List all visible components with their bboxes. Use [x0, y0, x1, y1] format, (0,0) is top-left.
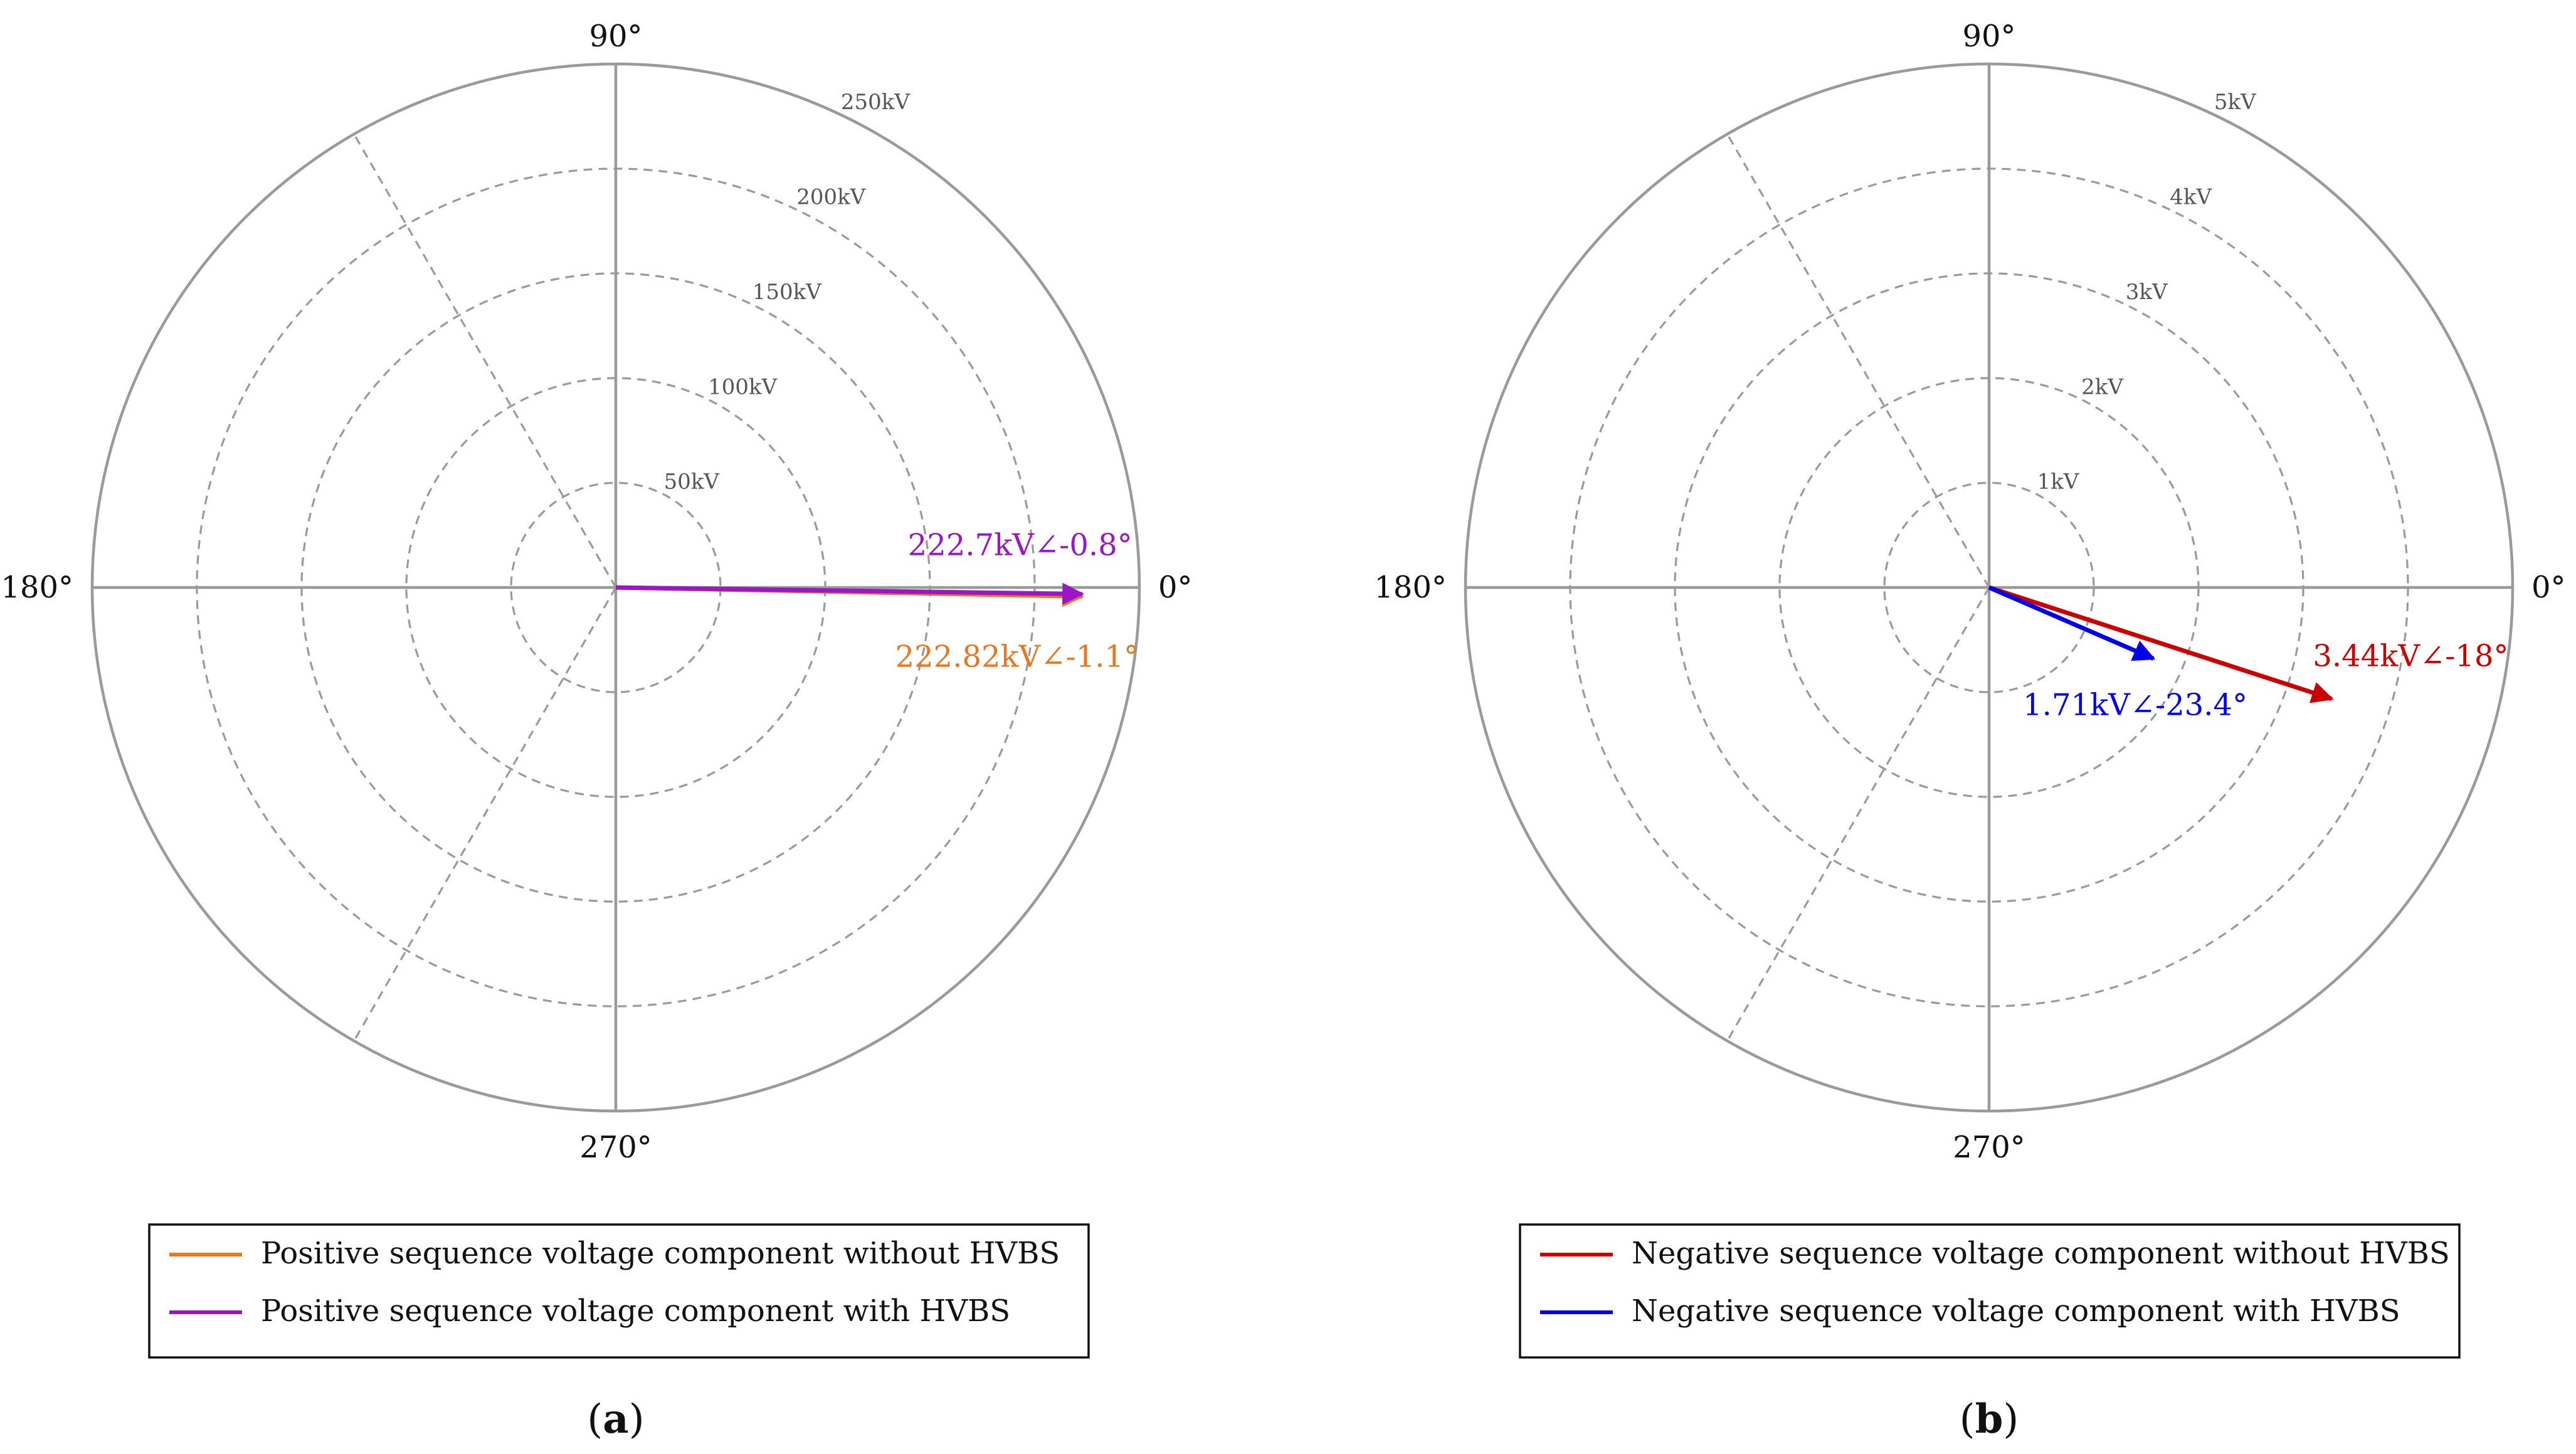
angle-labels-a: 0° 90° 180° 270°	[1, 19, 1192, 1165]
legend-label-a-1: Positive sequence voltage component with…	[261, 1293, 1010, 1329]
angle-label-a-2: 180°	[1, 570, 73, 605]
phasor-b-0	[1988, 585, 2334, 703]
spoke-120-a	[353, 134, 617, 588]
radial-tick-label-a-2: 150kV	[752, 280, 822, 305]
phasor-label-a-1: 222.7kV∠-0.8°	[908, 527, 1132, 562]
radial-tick-label-b-0: 1kV	[2037, 470, 2080, 495]
spoke-240-a	[353, 587, 617, 1041]
angle-label-b-2: 180°	[1374, 570, 1447, 605]
legend-a: Positive sequence voltage component with…	[148, 1223, 1090, 1359]
radial-labels-a: 50kV 100kV 150kV 200kV 250kV	[664, 90, 911, 494]
polar-chart-b: 0° 90° 180° 270° 1kV 2kV 3kV 4kV 5kV 3.44kV∠-18…	[1374, 19, 2565, 1443]
polar-chart-a: 0° 90° 180° 270° 50kV 100kV 150kV 200kV 250kV 2…	[1, 19, 1192, 1443]
phasor-label-b-1: 1.71kV∠-23.4°	[2023, 687, 2247, 722]
radial-tick-label-a-3: 200kV	[796, 185, 866, 210]
phasor-b-1	[1988, 585, 2156, 661]
legend-label-b-0: Negative sequence voltage component with…	[1632, 1236, 2450, 1271]
angle-label-a-1: 90°	[589, 19, 642, 54]
angle-label-b-1: 90°	[1962, 19, 2015, 54]
caption-a: (a)	[587, 1396, 644, 1443]
radial-tick-label-b-2: 3kV	[2126, 280, 2168, 305]
radial-tick-label-a-1: 100kV	[708, 374, 778, 399]
legend-box-a	[148, 1223, 1090, 1359]
phasor-label-b-0: 3.44kV∠-18°	[2313, 639, 2508, 674]
radial-labels-b: 1kV 2kV 3kV 4kV 5kV	[2037, 90, 2257, 494]
angle-label-a-0: 0°	[1158, 570, 1193, 605]
radial-tick-label-a-4: 250kV	[841, 90, 911, 115]
phasor-a-1	[615, 582, 1085, 605]
caption-b: (b)	[1960, 1396, 2019, 1443]
spoke-120-b	[1726, 134, 1990, 588]
spoke-240-b	[1726, 587, 1990, 1041]
angle-label-b-0: 0°	[2531, 570, 2566, 605]
angle-label-b-3: 270°	[1953, 1130, 2025, 1165]
radial-tick-label-a-0: 50kV	[664, 470, 721, 495]
legend-box-b	[1519, 1223, 2461, 1359]
legend-b: Negative sequence voltage component with…	[1519, 1223, 2461, 1359]
phasors-a: 222.82kV∠-1.1° 222.7kV∠-0.8°	[615, 527, 1139, 674]
radial-tick-label-b-4: 5kV	[2214, 90, 2257, 115]
panel-caption-a: (a)	[587, 1396, 644, 1443]
panel-caption-b: (b)	[1960, 1396, 2019, 1443]
angle-labels-b: 0° 90° 180° 270°	[1374, 19, 2565, 1165]
radial-tick-label-b-3: 4kV	[2170, 185, 2212, 210]
phasor-label-a-0: 222.82kV∠-1.1°	[895, 639, 1139, 674]
radial-tick-label-b-1: 2kV	[2081, 374, 2124, 399]
legend-label-a-0: Positive sequence voltage component with…	[261, 1236, 1060, 1271]
angle-label-a-3: 270°	[579, 1130, 652, 1165]
phasors-b: 3.44kV∠-18° 1.71kV∠-23.4°	[1988, 585, 2509, 722]
polar-grid-a	[90, 62, 1141, 1113]
legend-label-b-1: Negative sequence voltage component with…	[1632, 1293, 2400, 1329]
